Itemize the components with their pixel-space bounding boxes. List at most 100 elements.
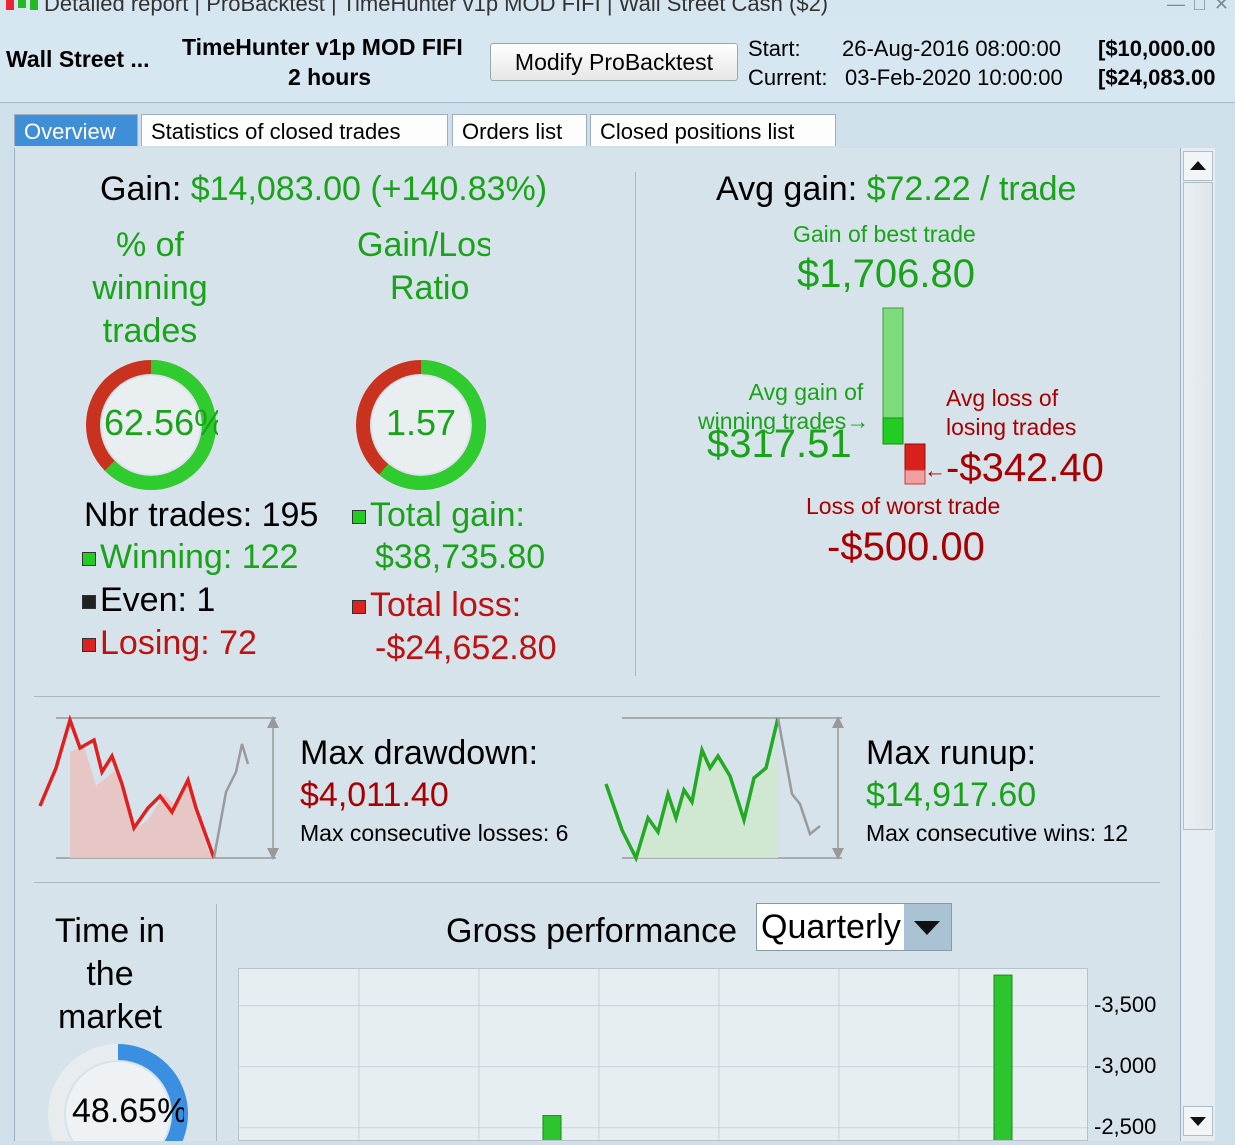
avg-gain-label: Avg gain: [716,170,858,208]
total-gain-row: Total gain: [352,496,525,535]
even-count-row: Even: 1 [82,581,215,620]
total-loss-label: Total loss: [370,586,522,624]
losing-count-row: Losing: 72 [82,624,257,663]
gross-performance-bar [542,1115,562,1143]
chevron-down-icon[interactable] [904,904,951,950]
consecutive-losses: Max consecutive losses: 6 [300,820,569,846]
losing-count: Losing: 72 [100,624,257,662]
scroll-down-button[interactable] [1183,1106,1213,1136]
winning-pct-title-line3: trades [102,312,198,350]
winning-pct-donut [86,360,216,490]
tab-closed-positions-list[interactable]: Closed positions list [590,114,836,146]
winning-count-row: Winning: 122 [82,538,298,577]
avg-loss-label-line2: losing trades [946,414,1077,440]
winning-pct-title-line2: winning [92,269,208,307]
consecutive-wins: Max consecutive wins: 12 [866,820,1129,846]
time-in-market-title-line2: the [86,955,134,993]
y-tick-label: -3,000 [1094,1052,1157,1078]
avg-gain-value: $72.22 / trade [866,170,1077,208]
section-divider-vertical-2 [216,904,217,1141]
window-controls-icon[interactable]: — □ ✕ [1167,0,1231,14]
window-title: Detailed report | ProBacktest | TimeHunt… [44,0,829,16]
total-loss-row: Total loss: [352,586,521,625]
drawdown-value: $4,011.40 [300,776,449,814]
worst-trade-value: -$500.00 [827,525,985,569]
runup-title: Max runup: [866,734,1037,772]
avg-win-value: $317.51 [707,422,852,466]
time-in-market-title-line3: market [58,998,162,1036]
report-header: Wall Street ... TimeHunter v1p MOD FIFI … [0,16,1235,103]
tab-overview[interactable]: Overview [14,114,138,146]
section-divider-vertical [635,172,636,676]
avg-loss-value: -$342.40 [946,446,1104,490]
time-in-market-donut [48,1044,188,1141]
drawdown-sparkline [38,714,279,860]
current-capital: [$24,083.00 [1098,65,1216,90]
start-label: Start: [748,36,801,61]
scrollbar-thumb[interactable] [1183,182,1213,830]
total-loss-value: -$24,652.80 [375,629,557,667]
modify-probacktest-button[interactable]: Modify ProBacktest [490,43,738,81]
y-tick-label: -3,500 [1094,991,1157,1017]
winning-pct-title-line1: % of [115,226,185,264]
best-trade-label: Gain of best trade [793,221,976,247]
section-divider-1 [34,696,1160,697]
ratio-value: 1.57 [386,402,457,443]
current-date: 03-Feb-2020 10:00:00 [845,65,1063,90]
ratio-title: Gain/Loss Ratio [330,224,490,310]
runup-value: $14,917.60 [866,776,1037,814]
y-tick-label: -2,500 [1094,1113,1157,1139]
instrument-name: Wall Street ... [6,46,150,72]
gross-performance-chart [238,968,1088,1143]
tab-statistics-closed-trades[interactable]: Statistics of closed trades [141,114,448,146]
even-legend-icon [82,595,96,610]
gross-performance-plot [239,969,1087,1143]
time-in-market-value-box: 48.65% [72,1092,184,1131]
winning-legend-icon [82,552,96,567]
avg-win-label-line1: Avg gain of [748,379,864,405]
gain-percent: (+140.83%) [370,170,548,208]
start-date: 26-Aug-2016 08:00:00 [842,36,1061,61]
total-gain-label: Total gain: [370,496,525,534]
time-in-market-title-line1: Time in [54,912,166,950]
start-capital: [$10,000.00 [1098,36,1216,61]
winning-pct-value-box: 62.56% [104,402,218,444]
gain-line: Gain: $14,083.00 (+140.83%) [100,170,547,209]
tab-orders-list[interactable]: Orders list [452,114,587,146]
total-gain-value: $38,735.80 [375,538,546,576]
avg-win-label-line2: winning trades→ [698,408,870,434]
time-in-market-value: 48.65% [72,1092,184,1130]
avg-loss-label-line1: Avg loss of [946,385,1059,411]
winning-pct-title: % of winning trades [60,224,240,353]
total-loss-legend-icon [352,600,366,615]
app-icon [4,0,40,14]
runup-sparkline [604,716,844,863]
avg-loss-label: Avg loss of losing trades [946,384,1076,442]
avg-loss-value-row: ←-$342.40 [924,446,1104,490]
ratio-donut [356,360,486,490]
winning-pct-value: 62.56% [104,402,218,443]
gross-performance-title: Gross performance [446,912,737,950]
period-select[interactable]: Quarterly [756,903,952,951]
window-title-bar: Detailed report | ProBacktest | TimeHunt… [0,0,1235,16]
worst-trade-label: Loss of worst trade [806,493,1001,519]
ratio-title-line2: Ratio [390,269,470,307]
total-gain-legend-icon [352,510,366,525]
losing-legend-icon [82,638,96,653]
vertical-scrollbar[interactable] [1180,148,1215,1141]
trade-range-bars [882,307,926,485]
system-name: TimeHunter v1p MOD FIFI [182,34,463,60]
current-label: Current: [748,65,828,90]
period-select-value: Quarterly [761,908,901,946]
winning-count: Winning: 122 [100,538,299,576]
gain-label: Gain: [100,170,182,208]
section-divider-2 [34,882,1160,883]
time-in-market-title: Time in the market [30,910,190,1039]
avg-gain-line: Avg gain: $72.22 / trade [716,170,1076,209]
gain-value: $14,083.00 [190,170,361,208]
gross-performance-bar [993,974,1013,1143]
even-count: Even: 1 [100,581,216,619]
gross-performance-y-axis: -3,500 -3,000 -2,500 [1088,968,1178,1141]
avg-win-label: Avg gain of winning trades→ [698,378,869,436]
scroll-up-button[interactable] [1183,151,1213,181]
